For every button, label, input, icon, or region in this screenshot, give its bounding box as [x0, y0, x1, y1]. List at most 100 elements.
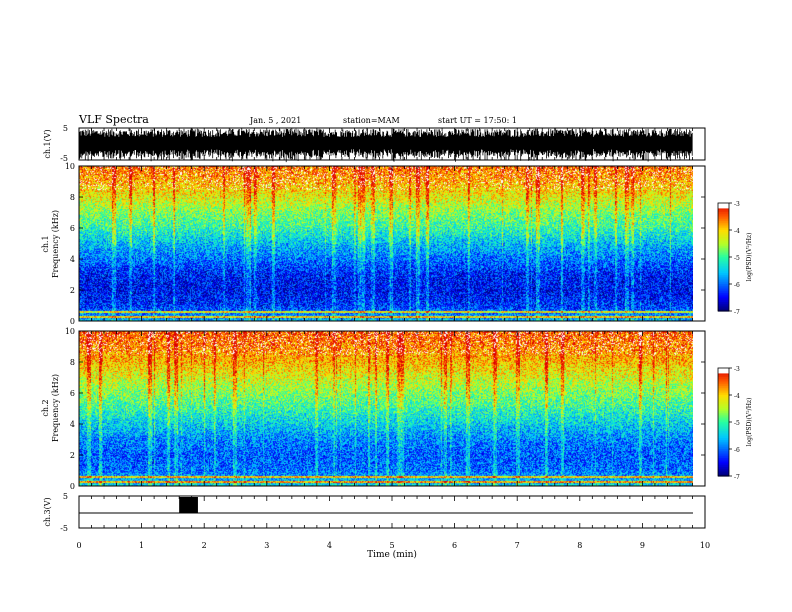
y-tick-label: 4 — [70, 420, 75, 429]
colorbar-swatch — [718, 210, 729, 213]
figure-title: VLF Spectra — [78, 113, 149, 126]
colorbar-tick-label: -5 — [734, 255, 740, 262]
colorbar-swatch — [718, 264, 729, 267]
colorbar-swatch — [718, 289, 729, 292]
colorbar-swatch — [718, 266, 729, 269]
colorbar-swatch — [718, 242, 729, 245]
colorbar-swatch — [718, 235, 729, 238]
colorbar-swatch — [718, 440, 729, 443]
colorbar-swatch — [718, 285, 729, 289]
colorbar-swatch — [718, 420, 729, 423]
colorbar-swatch — [718, 230, 729, 233]
colorbar-swatch — [718, 300, 729, 303]
colorbar-swatch — [718, 456, 729, 459]
colorbar-swatch — [718, 418, 729, 421]
colorbar-swatch — [718, 413, 729, 416]
ch1-waveform-panel: 5 -5 ch.1(V) — [43, 124, 706, 163]
ch3-ytick-top: 5 — [63, 492, 68, 501]
colorbar-swatch — [718, 215, 729, 218]
colorbar-swatch — [718, 454, 729, 457]
colorbar-swatch — [718, 251, 729, 254]
colorbar-swatch — [718, 441, 729, 445]
colorbar-swatch — [718, 402, 729, 405]
y-tick-label: 6 — [70, 389, 75, 398]
colorbar-swatch — [718, 468, 729, 472]
colorbar-swatch — [718, 438, 729, 441]
colorbar-swatch — [718, 255, 729, 258]
colorbar-swatch — [718, 305, 729, 308]
colorbar-swatch — [718, 271, 729, 274]
station-label: station=MAM — [343, 116, 400, 125]
colorbar-swatch — [718, 240, 729, 244]
colorbar-swatch — [718, 395, 729, 398]
colorbar-swatch — [718, 384, 729, 387]
colorbar-swatch — [718, 400, 729, 403]
x-tick-label: 10 — [700, 541, 710, 550]
colorbar-swatch — [718, 217, 729, 220]
colorbar-swatch — [718, 404, 729, 407]
colorbar-swatch — [718, 429, 729, 432]
colorbar-swatch — [718, 237, 729, 240]
colorbar-swatch — [718, 203, 729, 206]
ch3-ylabel: ch.3(V) — [43, 497, 52, 526]
colorbar-swatch — [718, 228, 729, 231]
colorbar-swatch — [718, 291, 729, 294]
colorbar-swatch — [718, 307, 729, 310]
time-ticks — [78, 128, 706, 528]
colorbar-swatch — [718, 405, 729, 409]
ch1-ytick-top: 5 — [63, 124, 68, 133]
colorbar-swatch — [718, 443, 729, 446]
x-tick-label: 9 — [640, 541, 645, 550]
colorbar-swatch — [718, 262, 729, 265]
colorbar-tick-label: -5 — [734, 420, 740, 427]
colorbar-tick-label: -3 — [734, 201, 740, 208]
x-tick-label: 7 — [515, 541, 520, 550]
colorbar-swatch — [718, 269, 729, 272]
ch1-spectrogram-ylabel: Frequency (kHz) — [51, 210, 60, 278]
colorbar-tick-label: -7 — [734, 309, 740, 316]
colorbar-swatch — [718, 208, 729, 211]
colorbar-swatch — [718, 294, 729, 298]
y-tick-label: 2 — [70, 286, 75, 295]
colorbar-swatch — [718, 391, 729, 394]
colorbar-swatch — [718, 450, 729, 454]
colorbar-swatch — [718, 465, 729, 468]
colorbar-swatch — [718, 459, 729, 463]
colorbar-swatch — [718, 423, 729, 427]
y-tick-label: 0 — [70, 482, 75, 491]
colorbar-swatch — [718, 414, 729, 418]
y-tick-label: 8 — [70, 193, 75, 202]
colorbar-tick-label: -4 — [734, 393, 740, 400]
colorbar-swatch — [718, 287, 729, 290]
ch3-waveform-panel: 5 -5 ch.3(V) — [43, 492, 706, 533]
x-tick-label: 2 — [202, 541, 207, 550]
colorbar-swatch — [718, 226, 729, 229]
colorbar-swatch — [718, 246, 729, 249]
colorbar-swatch — [718, 409, 729, 412]
colorbar-ch1: -3 -4 -5 -6 -7 log(PSD)(V²/Hz) — [717, 201, 753, 316]
colorbar-swatch — [718, 449, 729, 452]
colorbar-swatch — [718, 463, 729, 466]
ch2-spectrogram-yticks: 0 2 4 6 8 10 — [65, 327, 705, 491]
colorbar-swatch — [718, 303, 729, 307]
ch3-burst — [179, 497, 198, 513]
ch1-spectrogram-image — [79, 166, 693, 321]
ch2-spectrogram-panel: 0 2 4 6 8 10 ch.2 Frequency (kHz) — [41, 327, 706, 491]
colorbar-swatch — [718, 432, 729, 436]
colorbar-swatch — [718, 398, 729, 401]
colorbar-swatch — [718, 278, 729, 281]
colorbar-swatch — [718, 470, 729, 473]
y-tick-label: 4 — [70, 255, 75, 264]
colorbar-swatch — [718, 206, 729, 209]
colorbar-swatch — [718, 389, 729, 392]
ch2-spectrogram-ylabel: Frequency (kHz) — [51, 374, 60, 442]
ch1-trace — [78, 128, 693, 163]
x-tick-label: 1 — [139, 541, 144, 550]
colorbar-swatch — [718, 244, 729, 247]
colorbar-tick-label: -7 — [734, 474, 740, 481]
colorbar-swatch — [718, 434, 729, 437]
colorbar-swatch — [718, 309, 729, 312]
colorbar-swatch — [718, 284, 729, 287]
colorbar-swatch — [718, 275, 729, 278]
colorbar-swatch — [718, 474, 729, 477]
